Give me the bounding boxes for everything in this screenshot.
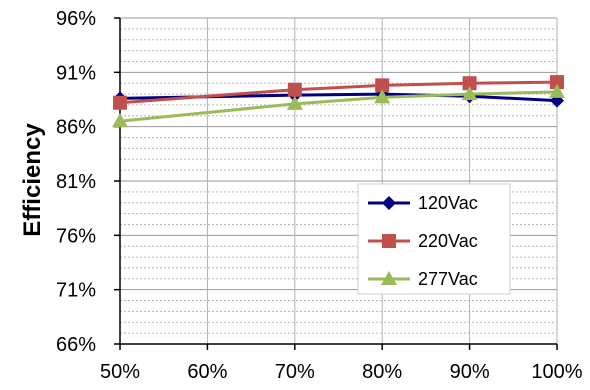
data-point <box>287 82 302 97</box>
y-axis-label: Efficiency <box>19 123 46 237</box>
data-point <box>374 89 391 104</box>
legend-item: 120Vac <box>368 193 478 213</box>
y-tick-label: 71% <box>56 280 96 302</box>
legend-marker <box>381 271 397 285</box>
data-point <box>549 83 565 98</box>
grid-lines <box>120 17 558 344</box>
y-tick-label: 76% <box>56 225 96 247</box>
series-220Vac <box>113 75 564 110</box>
legend-label: 220Vac <box>418 231 478 251</box>
legend: 120Vac 220Vac 277Vac <box>357 183 511 295</box>
legend-item: 277Vac <box>368 269 478 289</box>
axes <box>114 17 558 350</box>
x-tick-label: 60% <box>187 361 227 383</box>
y-tick-label: 81% <box>56 171 96 193</box>
data-point <box>286 95 303 110</box>
legend-label: 120Vac <box>418 193 478 213</box>
y-tick-label: 96% <box>56 8 96 30</box>
legend-marker <box>382 196 396 210</box>
legend-label: 277Vac <box>418 269 478 289</box>
x-tick-label: 100% <box>531 361 582 383</box>
data-point <box>112 113 128 128</box>
series-277Vac <box>112 83 565 128</box>
data-point <box>550 75 564 90</box>
legend-marker <box>382 234 396 248</box>
y-tick-label: 86% <box>56 117 96 139</box>
x-tick-label: 80% <box>362 361 402 383</box>
y-tick-label: 66% <box>56 334 96 356</box>
x-tick-label: 70% <box>275 361 315 383</box>
data-point <box>113 95 127 110</box>
series-group <box>112 75 565 128</box>
legend-item: 220Vac <box>368 231 478 251</box>
data-point <box>462 76 477 91</box>
y-tick-label: 91% <box>56 62 96 84</box>
x-tick-labels: 50% 60% 70% 80% 90% 100% <box>100 361 583 383</box>
x-tick-label: 50% <box>100 361 140 383</box>
x-tick-label: 90% <box>450 361 490 383</box>
data-point <box>461 86 478 101</box>
data-point <box>375 78 390 93</box>
y-tick-labels: 96% 91% 86% 81% 76% 71% 66% <box>56 8 96 356</box>
